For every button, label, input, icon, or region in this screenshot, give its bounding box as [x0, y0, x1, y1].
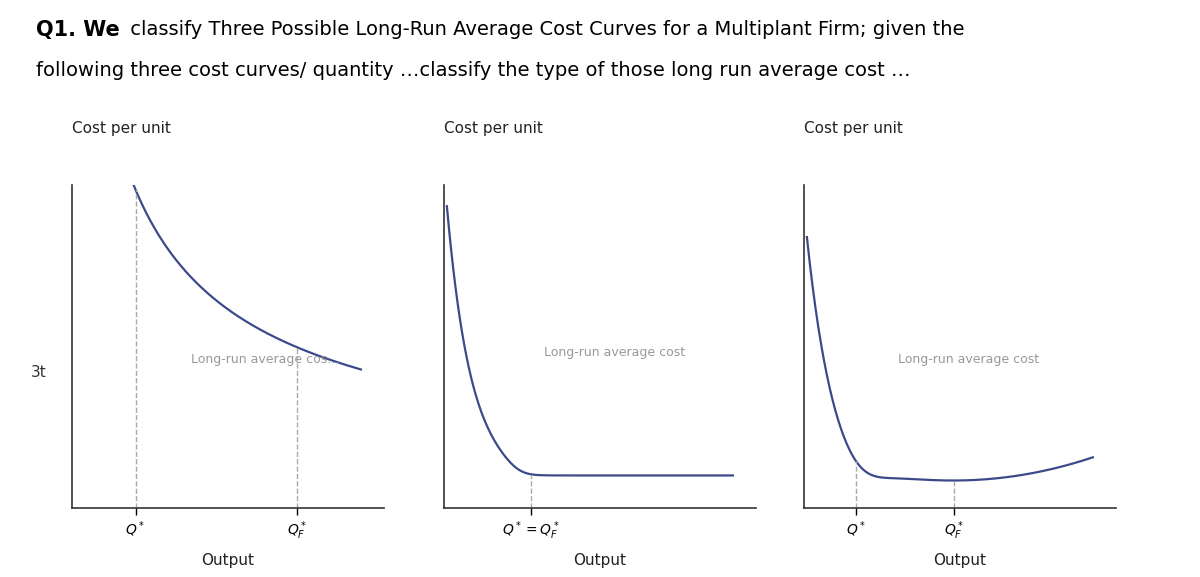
X-axis label: Output: Output — [202, 553, 254, 568]
Text: Q1. We: Q1. We — [36, 20, 120, 40]
Text: Cost per unit: Cost per unit — [72, 121, 170, 136]
Text: 3t: 3t — [31, 365, 47, 380]
X-axis label: Output: Output — [574, 553, 626, 568]
Text: Long-run average cos…: Long-run average cos… — [191, 353, 340, 366]
Text: classify Three Possible Long-Run Average Cost Curves for a Multiplant Firm; give: classify Three Possible Long-Run Average… — [124, 20, 964, 39]
Text: Long-run average cost: Long-run average cost — [898, 353, 1039, 366]
Text: following three cost curves/ quantity …classify the type of those long run avera: following three cost curves/ quantity …c… — [36, 61, 911, 80]
Text: Cost per unit: Cost per unit — [804, 121, 902, 136]
Text: Long-run average cost: Long-run average cost — [544, 346, 685, 359]
X-axis label: Output: Output — [934, 553, 986, 568]
Text: Cost per unit: Cost per unit — [444, 121, 542, 136]
